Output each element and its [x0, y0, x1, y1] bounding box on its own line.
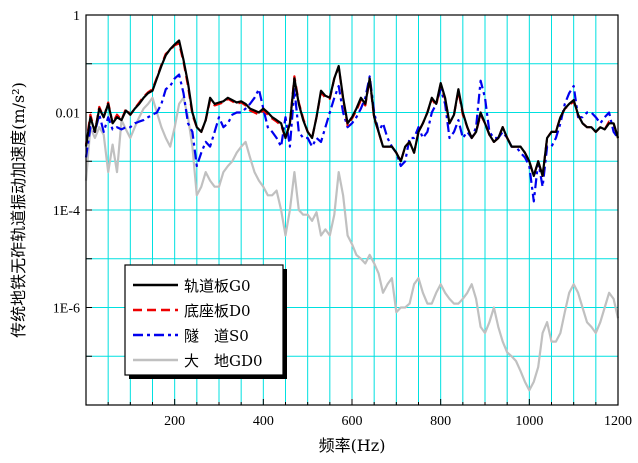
- y-tick-label: 1E-4: [53, 204, 80, 219]
- legend: 轨道板G0 底座板D0 隧 道S0 大 地GD0: [124, 264, 287, 379]
- legend-label: 轨道板G0: [184, 277, 251, 295]
- series-line: [84, 39, 620, 177]
- legend-label: 大 地GD0: [184, 352, 263, 370]
- x-tick-label: 200: [164, 414, 185, 429]
- grid: [86, 15, 618, 405]
- axis-ticks: 200 400 600 800 1000 1200 1 0.01 1E-4 1E-6: [53, 9, 632, 429]
- y-axis-title: 传统地铁无砟轨道振动加速度(m/s²): [9, 82, 28, 338]
- x-tick-label: 800: [430, 414, 451, 429]
- y-tick-label: 1: [73, 9, 80, 24]
- series-line: [84, 96, 620, 392]
- series-lines: [84, 39, 620, 392]
- legend-label: 隧 道S0: [184, 327, 249, 345]
- series-line: [84, 73, 619, 203]
- x-tick-label: 1000: [515, 414, 543, 429]
- x-tick-label: 1200: [604, 414, 632, 429]
- x-tick-label: 400: [253, 414, 274, 429]
- y-tick-label: 1E-6: [53, 302, 80, 317]
- legend-label: 底座板D0: [184, 302, 251, 320]
- x-tick-label: 600: [342, 414, 363, 429]
- x-axis-title: 频率(Hz): [319, 436, 386, 455]
- y-tick-label: 0.01: [56, 107, 81, 122]
- legend-box: [124, 264, 284, 376]
